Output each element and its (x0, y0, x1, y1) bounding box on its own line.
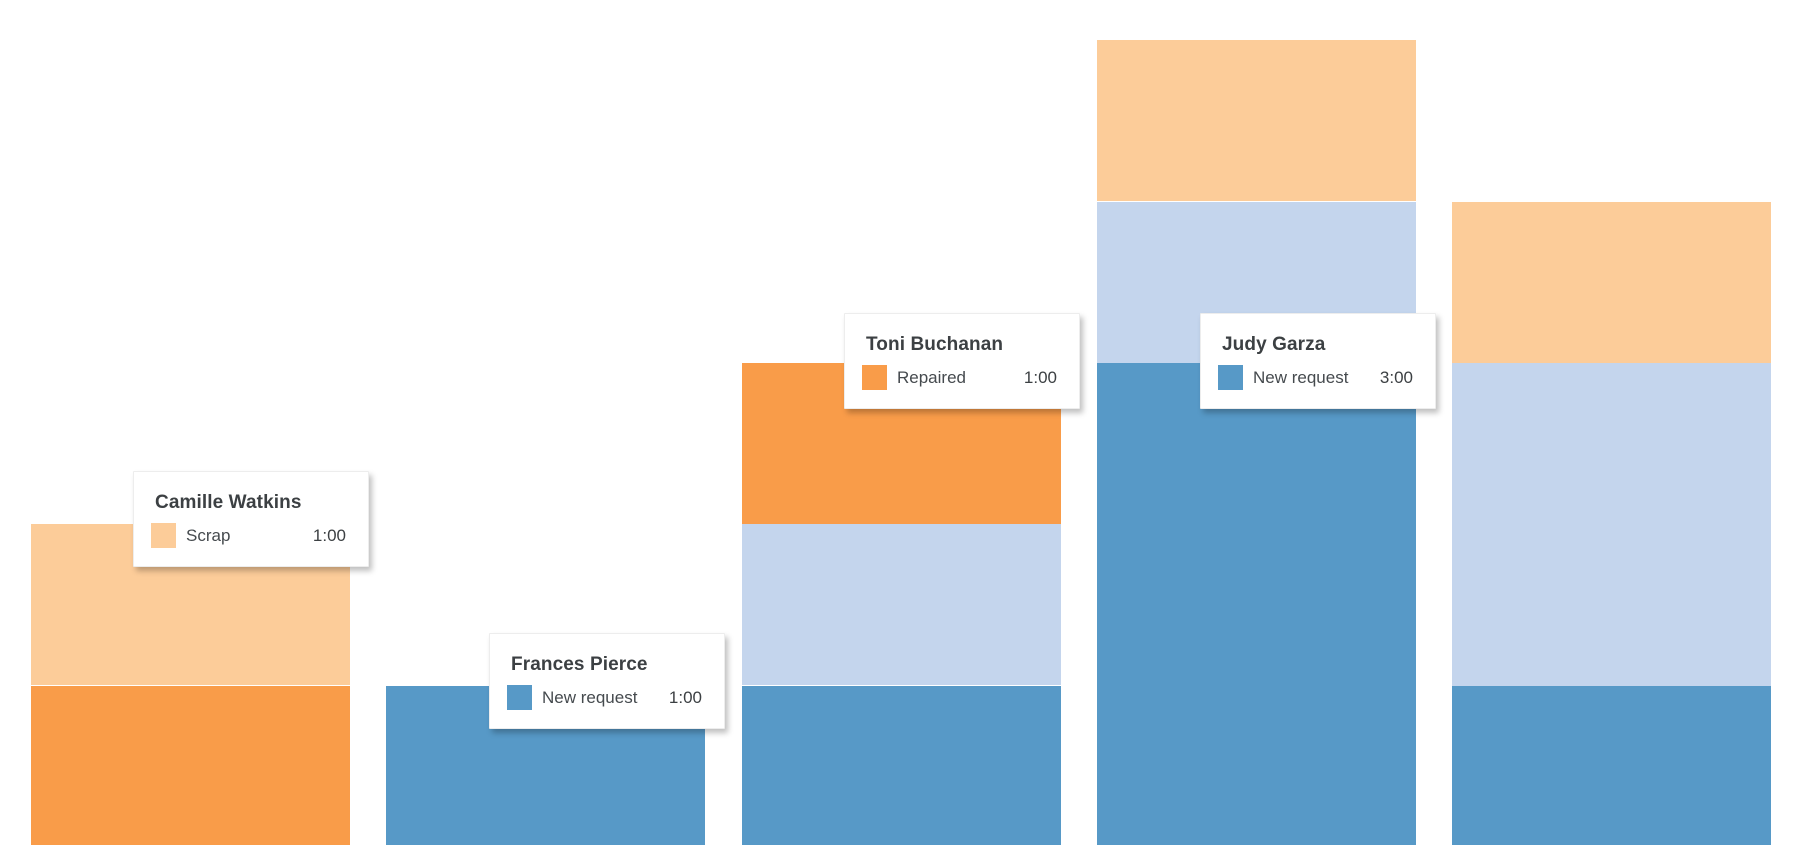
duration-value: 3:00 (1379, 367, 1413, 387)
tooltip-title: Toni Buchanan (866, 334, 1004, 355)
bar-segment-new_request[interactable] (1452, 686, 1771, 845)
tooltip-row: New request 3:00 (1218, 365, 1413, 390)
series-label: New request (1253, 367, 1349, 387)
chart-tooltip: Frances Pierce New request 1:00 (489, 633, 725, 729)
chart-tooltip: Toni Buchanan Repaired 1:00 (844, 313, 1080, 409)
bar-segment-light_blue[interactable] (742, 524, 1061, 685)
bar-segment-scrap[interactable] (1097, 40, 1416, 201)
bar-segment-new_request[interactable] (742, 686, 1061, 845)
bar-segment-light_blue[interactable] (1452, 363, 1771, 686)
chart-tooltip: Camille Watkins Scrap 1:00 (133, 471, 369, 567)
tooltip-row: Repaired 1:00 (862, 365, 1057, 390)
series-label: Repaired (897, 367, 966, 387)
duration-value: 1:00 (1023, 367, 1057, 387)
bar-segment-scrap[interactable] (1452, 202, 1771, 363)
tooltip-title: Judy Garza (1222, 334, 1326, 355)
series-color-swatch (151, 523, 176, 548)
chart-tooltip: Judy Garza New request 3:00 (1200, 313, 1436, 409)
series-label: New request (542, 687, 638, 707)
duration-value: 1:00 (668, 687, 702, 707)
series-color-swatch (1218, 365, 1243, 390)
tooltip-row: New request 1:00 (507, 685, 702, 710)
tooltip-title: Camille Watkins (155, 492, 302, 513)
series-label: Scrap (186, 525, 231, 545)
bar-segment-repaired[interactable] (31, 686, 350, 845)
tooltip-title: Frances Pierce (511, 654, 648, 675)
series-color-swatch (862, 365, 887, 390)
series-color-swatch (507, 685, 532, 710)
tooltip-row: Scrap 1:00 (151, 523, 346, 548)
duration-value: 1:00 (312, 525, 346, 545)
bar-segment-new_request[interactable] (1097, 363, 1416, 845)
